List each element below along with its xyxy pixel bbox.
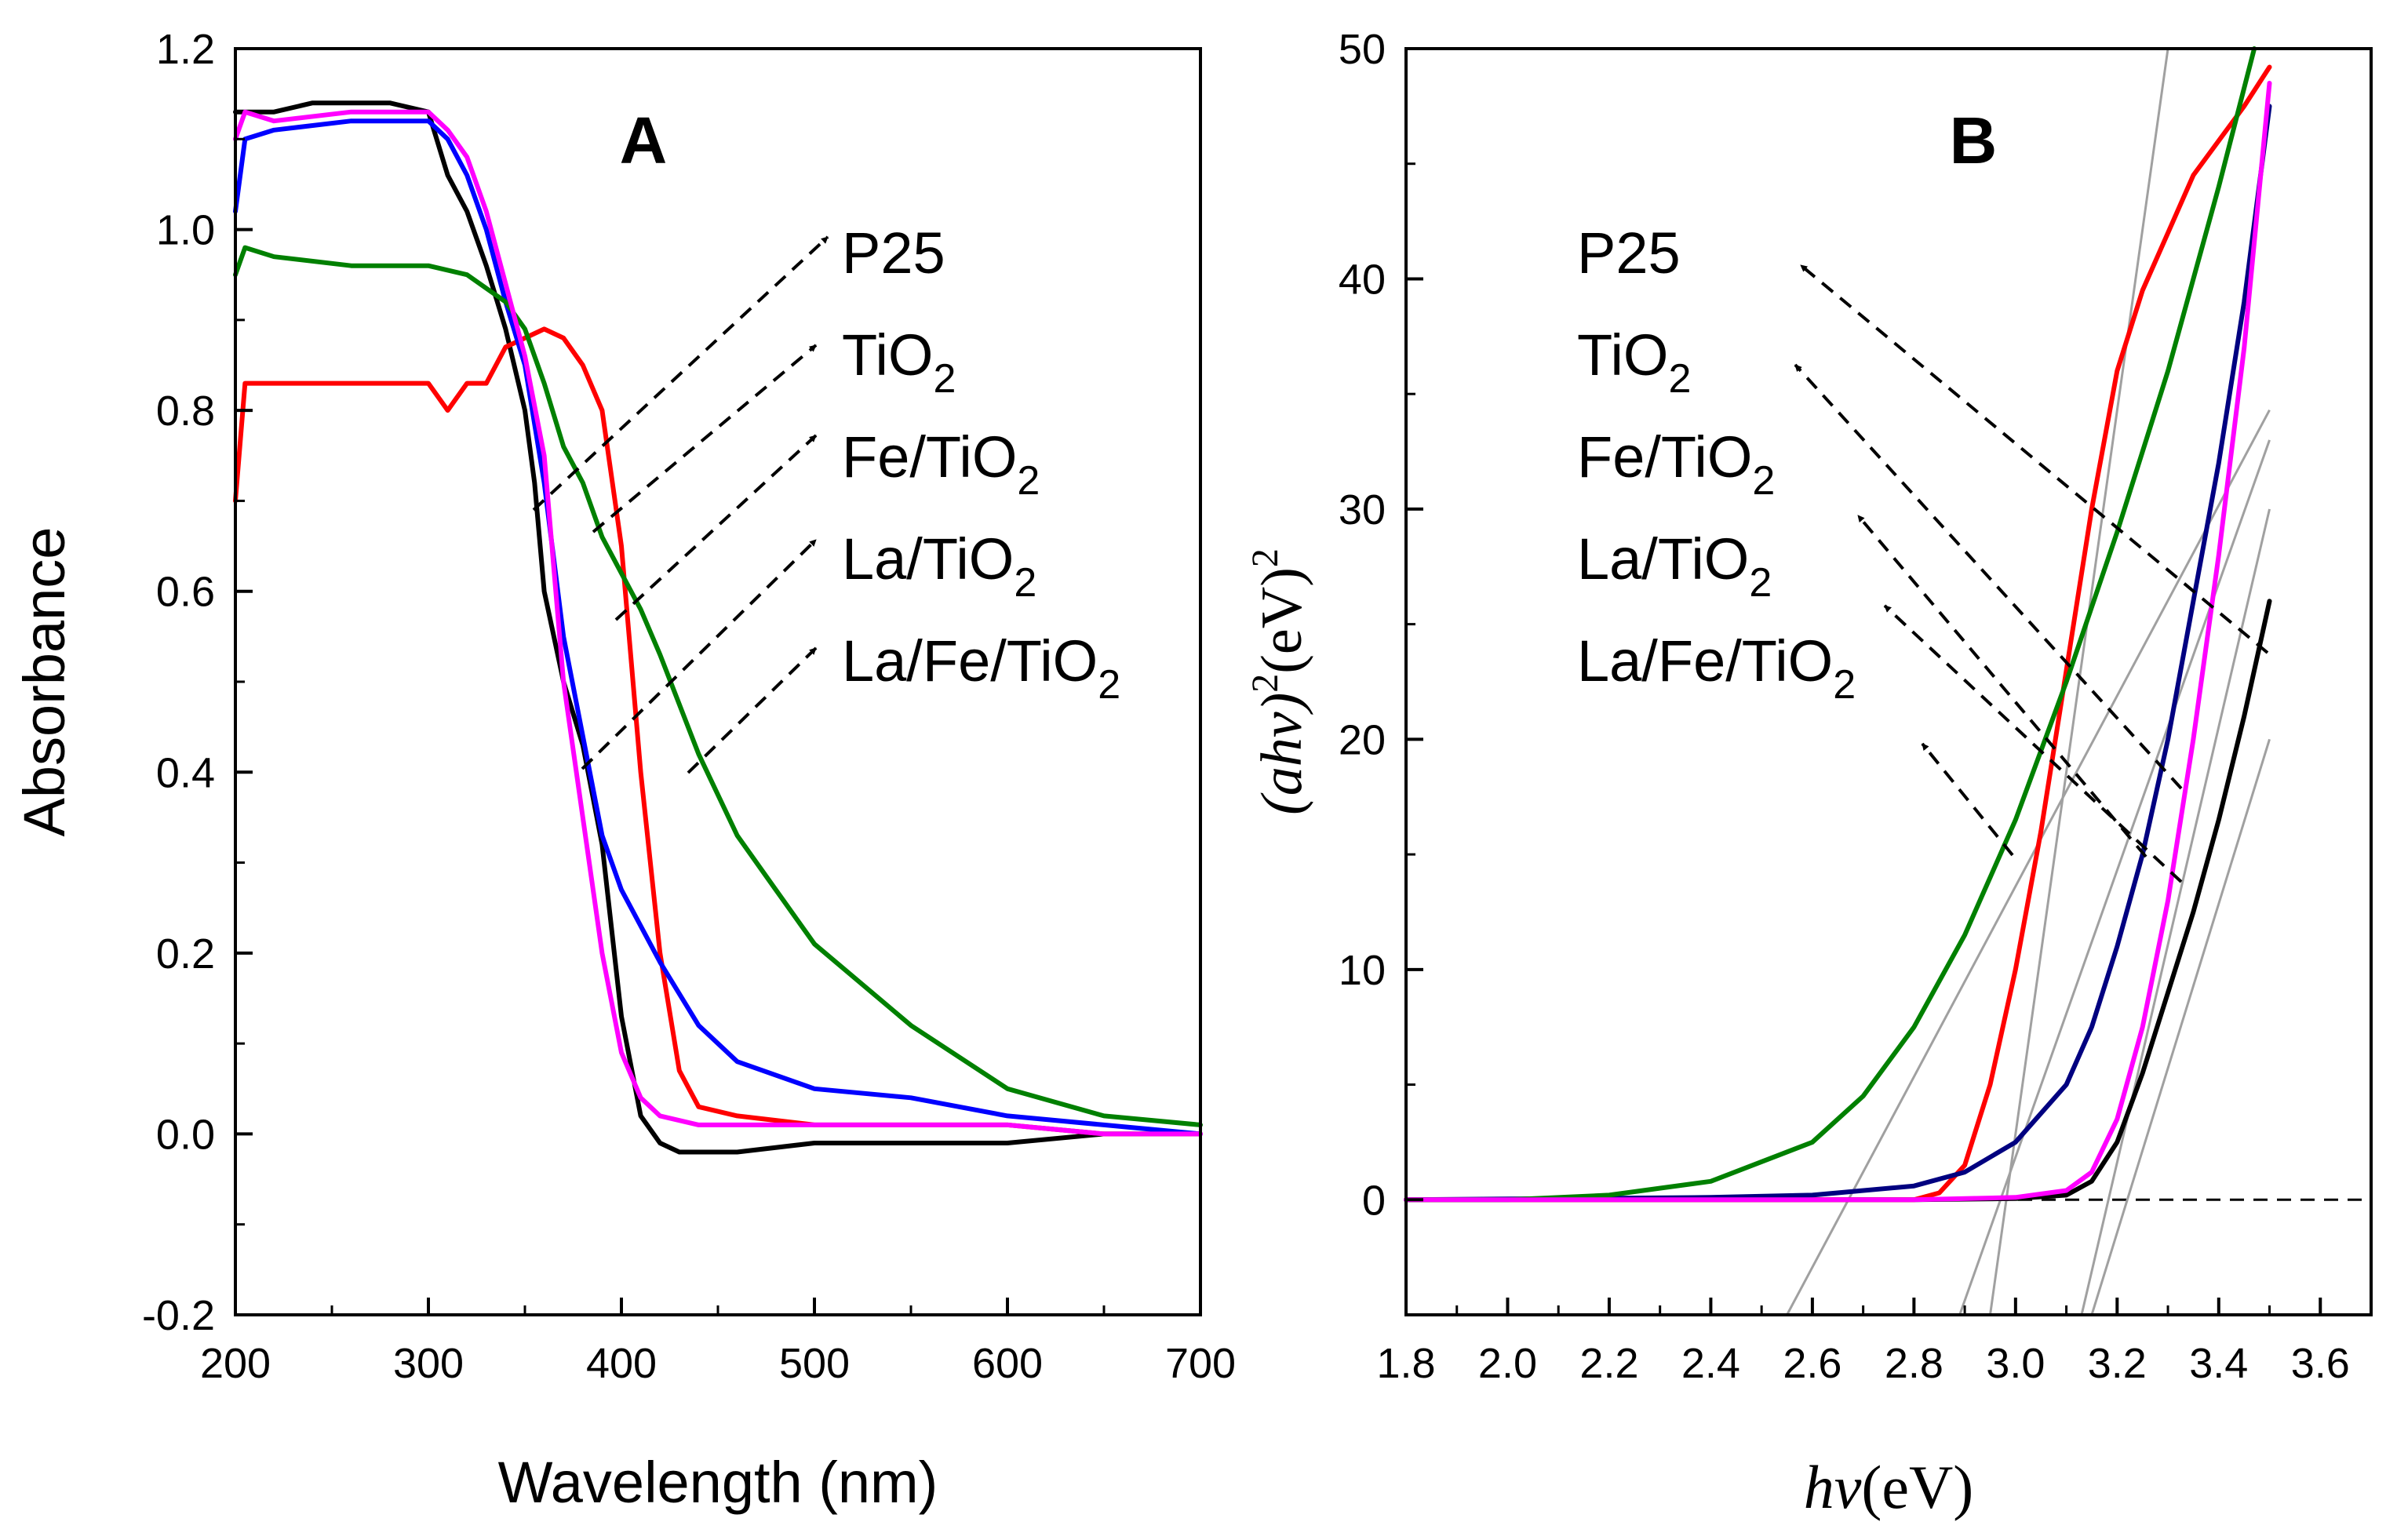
panel-a-x-tick-label: 300 bbox=[393, 1340, 464, 1387]
panel-a-series-p25 bbox=[233, 100, 1203, 1155]
panel-a-x-tick-label: 600 bbox=[972, 1340, 1043, 1387]
tangent-line-3 bbox=[1958, 439, 2271, 1316]
panel-a-y-tick-label: 0.2 bbox=[156, 930, 215, 978]
panel-b-y-axis-label-part1: (ahv) bbox=[1250, 693, 1314, 815]
panel-b-x-tick-label: 2.2 bbox=[1579, 1340, 1638, 1387]
panel-a-y-axis-label: Absorbance bbox=[12, 527, 77, 837]
panel-b-x-tick-label: 3.2 bbox=[2088, 1340, 2147, 1387]
panel-b-y-tick-label: 10 bbox=[1339, 947, 1386, 994]
panel-b-y-tick-label: 30 bbox=[1339, 486, 1386, 533]
panel-a-label-arrow-1 bbox=[532, 235, 829, 512]
panel-b-y-axis-label-part2: (eV) bbox=[1250, 567, 1314, 674]
panel-b-x-axis-label-suffix: (eV) bbox=[1861, 1453, 1973, 1521]
panel-b-ticks: 1.8 2.0 2.2 2.4 2.6 2.8 3.0 3.2 3.4 3.6 0 10 20 30 40 5… bbox=[1339, 26, 2350, 1387]
panel-a-ticks: 200 300 400 500 600 700 -0.2 0.0 0.2 0.4 0.6 0.8 1.0… bbox=[142, 26, 1236, 1387]
tangent-line-4 bbox=[2080, 508, 2271, 1316]
panel-b-title: B bbox=[1950, 104, 1998, 177]
panel-a-y-tick-label: 0.0 bbox=[156, 1111, 215, 1158]
panel-b-tangent-lines bbox=[1786, 48, 2271, 1316]
panel-b-y-tick-label: 0 bbox=[1362, 1177, 1386, 1224]
panel-a-label-fe-tio2: Fe/TiO2 bbox=[842, 424, 1040, 504]
panel-a-y-tick-label: -0.2 bbox=[142, 1292, 215, 1339]
panel-b-y-tick-label: 40 bbox=[1339, 256, 1386, 303]
panel-a-x-tick-label: 200 bbox=[200, 1340, 271, 1387]
panel-b-x-tick-label: 3.0 bbox=[1986, 1340, 2045, 1387]
panel-b-series-fe-tio2 bbox=[1404, 104, 2272, 1203]
panel-a-y-tick-label: 1.2 bbox=[156, 26, 215, 73]
panel-a-label-la-tio2: La/TiO2 bbox=[842, 526, 1036, 606]
panel-b-x-tick-label: 2.8 bbox=[1885, 1340, 1943, 1387]
panel-a-title: A bbox=[620, 104, 668, 177]
panel-a-series-tio2 bbox=[233, 326, 1203, 1137]
panel-b-label-arrow-3 bbox=[1856, 514, 2147, 858]
panel-a-label-arrows bbox=[532, 235, 829, 774]
panel-a-label-p25: P25 bbox=[842, 220, 945, 286]
panel-a-y-tick-label: 1.0 bbox=[156, 207, 215, 254]
panel-b-label-arrow-5 bbox=[1921, 742, 2014, 857]
panel-a-series-fe-tio2 bbox=[233, 118, 1203, 1137]
panel-b-label-arrows bbox=[1794, 264, 2269, 883]
panel-b-label-arrow-4 bbox=[1883, 604, 2183, 883]
tangent-line-5 bbox=[2090, 738, 2271, 1316]
panel-b-y-tick-label: 20 bbox=[1339, 716, 1386, 763]
panel-b-y-tick-label: 50 bbox=[1339, 26, 1386, 73]
panel-a-legend-labels: P25 TiO2 Fe/TiO2 La/TiO2 La/Fe/TiO2 bbox=[842, 220, 1120, 708]
panel-b-series-la-fe-tio2 bbox=[1404, 81, 2272, 1203]
panel-a-label-la-fe-tio2: La/Fe/TiO2 bbox=[842, 628, 1120, 708]
panel-a-y-tick-label: 0.6 bbox=[156, 569, 215, 616]
panel-a-y-tick-label: 0.8 bbox=[156, 388, 215, 435]
panel-b-label-la-tio2: La/TiO2 bbox=[1577, 526, 1772, 606]
panel-b-y-axis-label-exp2: 2 bbox=[1244, 548, 1286, 567]
panel-a-label-arrow-4 bbox=[581, 538, 818, 770]
panel-b-x-tick-label: 3.6 bbox=[2291, 1340, 2350, 1387]
panel-b-x-axis-label-main: hv bbox=[1804, 1453, 1862, 1521]
panel-b-x-tick-label: 2.0 bbox=[1478, 1340, 1537, 1387]
panel-b-label-fe-tio2: Fe/TiO2 bbox=[1577, 424, 1775, 504]
panel-b-series bbox=[1404, 46, 2272, 1203]
tangent-line-2 bbox=[1988, 48, 2169, 1316]
panel-a-series-la-tio2 bbox=[233, 245, 1203, 1127]
panel-a-x-tick-label: 400 bbox=[586, 1340, 657, 1387]
tangent-line-1 bbox=[1786, 410, 2271, 1316]
panel-b-x-tick-label: 3.4 bbox=[2189, 1340, 2248, 1387]
panel-a-label-arrow-3 bbox=[614, 434, 818, 621]
panel-a-x-tick-label: 500 bbox=[779, 1340, 850, 1387]
panel-b-label-tio2: TiO2 bbox=[1577, 322, 1691, 402]
panel-b-label-p25: P25 bbox=[1577, 220, 1681, 286]
panel-b-label-arrow-2 bbox=[1794, 363, 2183, 790]
panel-b-plot-frame bbox=[1404, 47, 2373, 1316]
panel-a-x-tick-label: 700 bbox=[1165, 1340, 1236, 1387]
panel-b-series-la-tio2 bbox=[1404, 46, 2257, 1203]
panel-b-label-arrow-1 bbox=[1799, 264, 2269, 654]
panel-a-series-la-fe-tio2 bbox=[233, 109, 1203, 1137]
panel-b: 1.8 2.0 2.2 2.4 2.6 2.8 3.0 3.2 3.4 3.6 0 10 20 30 40 5… bbox=[1244, 26, 2373, 1521]
panel-b-label-la-fe-tio2: La/Fe/TiO2 bbox=[1577, 628, 1856, 708]
panel-a: 200 300 400 500 600 700 -0.2 0.0 0.2 0.4 0.6 0.8 1.0… bbox=[12, 26, 1236, 1515]
panel-b-y-axis-label-exp1: 2 bbox=[1244, 674, 1286, 693]
panel-b-x-tick-label: 2.6 bbox=[1783, 1340, 1841, 1387]
panel-b-x-tick-label: 1.8 bbox=[1376, 1340, 1435, 1387]
panel-a-x-axis-label: Wavelength (nm) bbox=[498, 1450, 938, 1515]
panel-a-label-tio2: TiO2 bbox=[842, 322, 956, 402]
panel-a-series bbox=[233, 100, 1203, 1155]
panel-a-label-arrow-2 bbox=[592, 344, 818, 533]
panel-b-y-axis-label: (ahv)2(eV)2 bbox=[1244, 548, 1314, 815]
panel-b-x-tick-label: 2.4 bbox=[1681, 1340, 1740, 1387]
panel-b-x-axis-label: hv(eV) bbox=[1804, 1453, 1974, 1521]
panel-b-series-tio2 bbox=[1404, 64, 2272, 1203]
panel-a-y-tick-label: 0.4 bbox=[156, 749, 215, 796]
panel-a-label-arrow-5 bbox=[687, 646, 818, 774]
panel-b-legend-labels: P25 TiO2 Fe/TiO2 La/TiO2 La/Fe/TiO2 bbox=[1577, 220, 1856, 708]
